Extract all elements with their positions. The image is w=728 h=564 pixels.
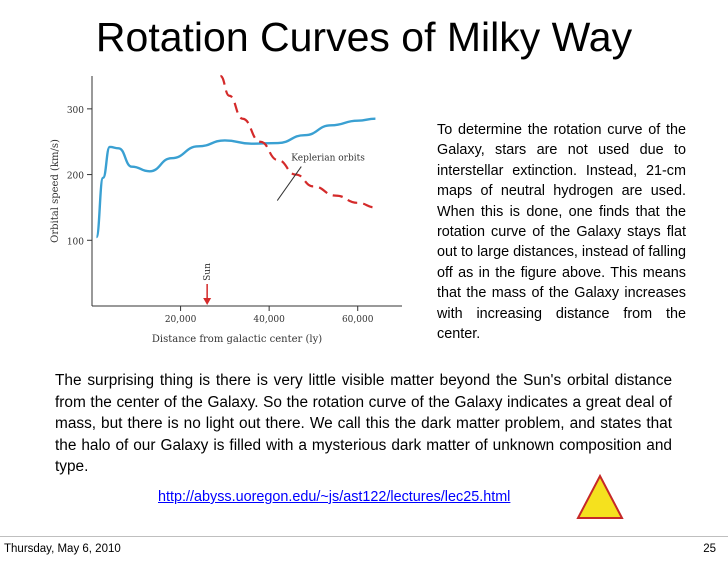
observed-rotation-curve [95,117,376,239]
y-tick-label: 200 [67,172,84,182]
slide-title: Rotation Curves of Milky Way [95,14,633,60]
dark-matter-paragraph: The surprising thing is there is very li… [55,372,672,476]
chart-series [95,74,376,239]
keplerian-pointer [276,166,302,201]
keplerian-label: Keplerian orbits [291,154,365,164]
y-tick-label: 300 [67,106,84,116]
y-axis-label: Orbital speed (km/s) [50,139,61,243]
chart-annotations: Keplerian orbits Sun [203,154,365,305]
rotation-curve-svg: 100 200 300 20,000 40,000 60,000 Distance from… [50,74,402,345]
keplerian-curve [219,74,376,209]
lecture-link[interactable]: http://abyss.uoregon.edu/~js/ast122/lect… [158,489,511,505]
x-tick-label: 20,000 [165,315,197,325]
y-tick-label: 100 [67,237,84,247]
x-tick-label: 60,000 [342,315,374,325]
chart-axes [91,76,402,307]
x-axis-label: Distance from galactic center (ly) [152,334,322,345]
page-number: 25 [703,543,716,555]
sun-label: Sun [203,263,213,281]
warning-triangle-icon[interactable] [576,474,624,520]
side-explanation-text: To determine the rotation curve of the G… [437,122,686,343]
rotation-curve-chart: 100 200 300 20,000 40,000 60,000 Distance from… [40,70,440,370]
footer-date: Thursday, May 6, 2010 [4,543,121,555]
chart-ticks: 100 200 300 20,000 40,000 60,000 Distance from… [50,106,374,345]
footer-divider [0,536,728,537]
x-tick-label: 40,000 [253,315,285,325]
sun-marker-arrow [203,298,212,305]
